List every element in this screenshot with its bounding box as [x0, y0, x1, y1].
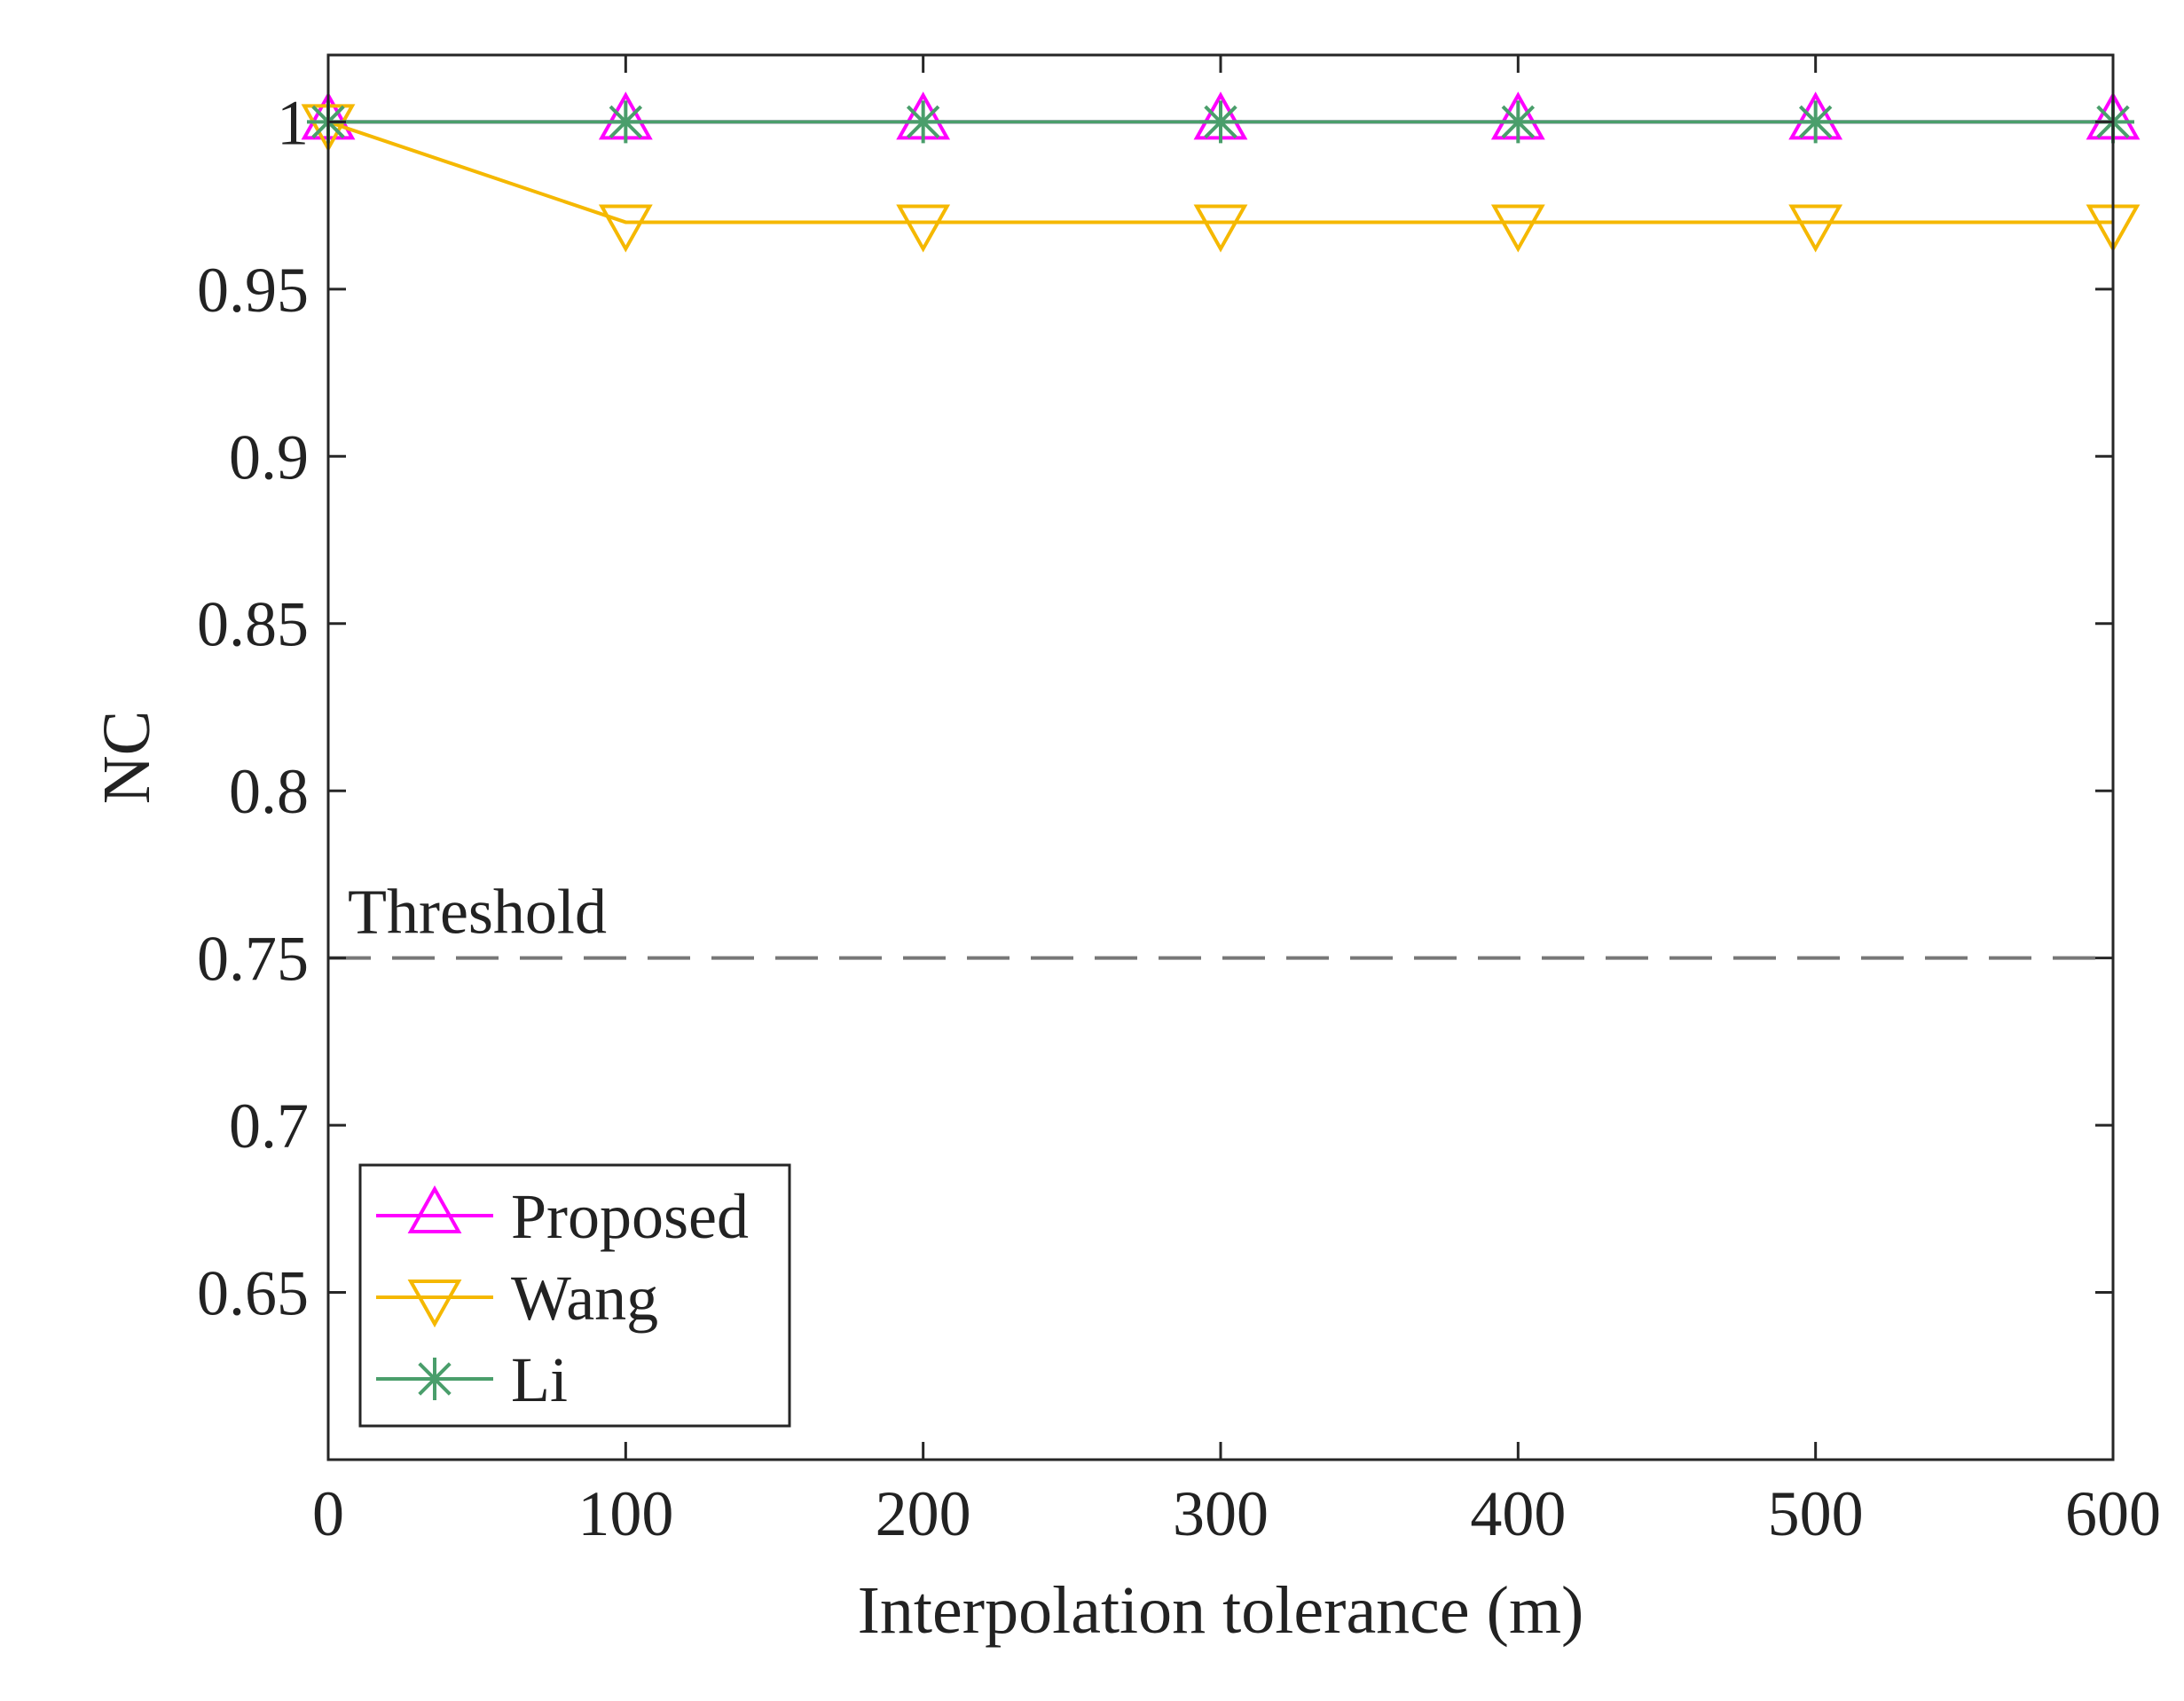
- data-point-li: [1497, 100, 1540, 144]
- data-point-li: [1199, 100, 1242, 144]
- y-tick-label: 0.9: [229, 421, 309, 492]
- data-point-wang: [1193, 204, 1248, 253]
- data-point-wang: [896, 204, 951, 253]
- legend-label: Wang: [511, 1263, 658, 1334]
- data-point-wang: [1788, 204, 1843, 253]
- x-tick-label: 0: [312, 1478, 344, 1549]
- x-tick-label: 400: [1470, 1478, 1566, 1549]
- y-tick-label: 0.75: [197, 924, 309, 995]
- legend-items: Proposed Wang Li: [376, 1181, 749, 1415]
- legend-label: Li: [511, 1344, 568, 1415]
- data-point-li: [604, 100, 648, 144]
- y-tick-label: 0.65: [197, 1258, 309, 1329]
- legend-item-wang: Wang: [376, 1263, 658, 1334]
- x-axis-label: Interpolation tolerance (m): [858, 1573, 1584, 1648]
- data-point-wang: [1490, 204, 1545, 253]
- y-tick-label: 0.8: [229, 756, 309, 827]
- legend-item-li: Li: [376, 1344, 568, 1415]
- y-axis-label: NC: [90, 711, 164, 805]
- x-tick-label: 300: [1173, 1478, 1269, 1549]
- legend-marker: [413, 1358, 456, 1400]
- series-layer: [301, 91, 2141, 253]
- legend-marker: [407, 1185, 462, 1233]
- data-point-li: [1794, 100, 1837, 144]
- x-tick-label: 100: [577, 1478, 673, 1549]
- legend: Proposed Wang Li: [358, 1163, 791, 1428]
- threshold-label: Threshold: [348, 877, 607, 948]
- legend-label: Proposed: [511, 1181, 749, 1252]
- series-li: [307, 100, 2134, 144]
- x-tick-label: 600: [2065, 1478, 2161, 1549]
- x-tick-label: 500: [1768, 1478, 1864, 1549]
- data-point-wang: [598, 204, 653, 253]
- legend-marker: [407, 1280, 462, 1328]
- x-tick-label: 200: [876, 1478, 971, 1549]
- y-tick-label: 0.95: [197, 255, 309, 326]
- series-line-wang: [327, 120, 2113, 224]
- y-tick-label: 0.85: [197, 589, 309, 660]
- y-tick-label: 1: [277, 87, 309, 158]
- data-point-li: [901, 100, 945, 144]
- y-tick-label: 0.7: [229, 1091, 309, 1162]
- axis-ticks: 0 100 200 300 400 500 600 0.65 0.7 0.75 0.8 0.85 0.9…: [197, 55, 2161, 1549]
- legend-item-proposed: Proposed: [376, 1181, 749, 1252]
- threshold-layer: Threshold: [328, 877, 2113, 960]
